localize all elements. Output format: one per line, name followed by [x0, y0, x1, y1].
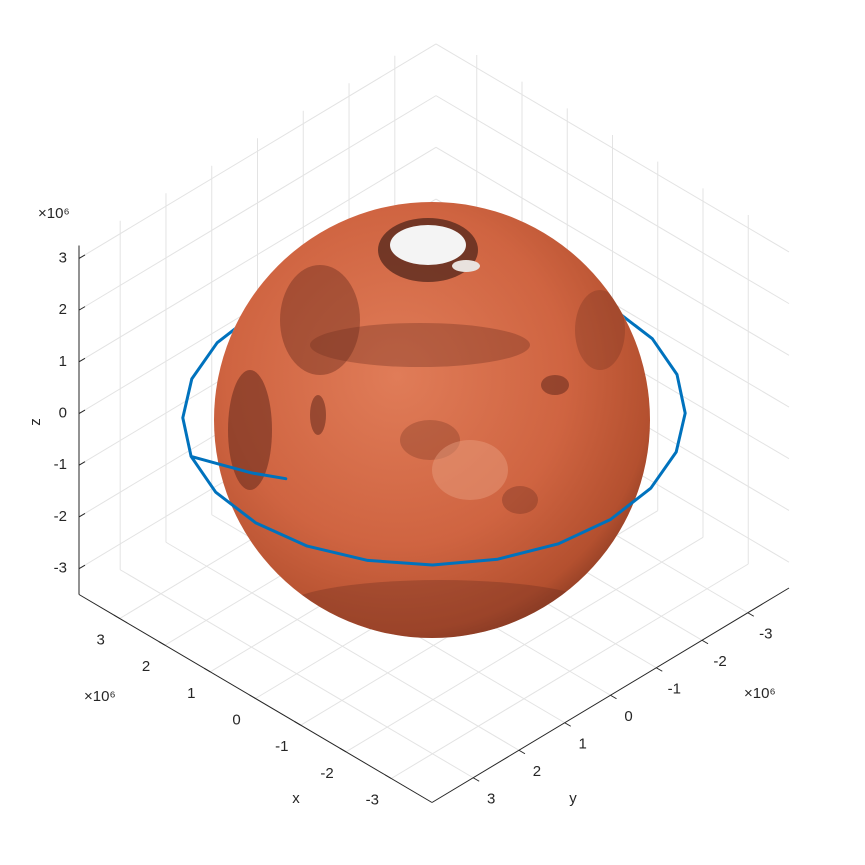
x-tick [339, 747, 347, 753]
z-tick [78, 564, 86, 570]
z-tick-label: 0 [59, 405, 67, 422]
grid-line [435, 43, 790, 253]
y-tick [610, 694, 617, 700]
y-tick [656, 667, 663, 672]
x-tick-label: 2 [142, 658, 150, 675]
z-axis-label: z [27, 418, 44, 426]
y-tick-label: 2 [533, 763, 541, 780]
x-tick-label: 1 [187, 685, 195, 702]
y-tick [747, 612, 755, 617]
y-tick-label: -3 [759, 626, 772, 643]
x-tick-label: 0 [232, 711, 240, 728]
x-tick [203, 667, 211, 673]
y-axis-label: y [569, 790, 577, 807]
grid-line [165, 541, 520, 751]
plot-area [181, 264, 687, 567]
y-tick [564, 722, 571, 727]
z-tick-label: 2 [59, 301, 67, 318]
y-tick-label: 0 [624, 708, 632, 725]
y-tick-label: 1 [579, 736, 587, 753]
z-tick [78, 461, 86, 466]
y-tick [701, 639, 709, 645]
grid-line [435, 95, 790, 305]
z-tick [78, 513, 86, 518]
z-tick-label: 1 [59, 353, 67, 370]
x-tick [385, 774, 392, 779]
x-tick [158, 641, 166, 646]
labels: x y z ×10⁶ ×10⁶ ×10⁶ -3 -2 -1 0 1 2 3 -3 -2 -1 0 1 2… [27, 205, 776, 809]
x-exponent-label: ×10⁶ [84, 688, 116, 705]
x-tick-label: -1 [275, 738, 288, 755]
grid-line [119, 569, 474, 779]
y-tick-label: -1 [668, 681, 681, 698]
z-tick-label: 3 [59, 249, 67, 266]
z-tick-label: -1 [54, 456, 67, 473]
grid-line [78, 146, 437, 363]
x-tick-label: -3 [366, 791, 379, 808]
y-tick [472, 777, 480, 782]
x-tick [113, 614, 120, 619]
z-exponent-label: ×10⁶ [38, 205, 70, 222]
z-tick [78, 409, 86, 414]
z-tick [78, 357, 86, 363]
z-tick [78, 306, 86, 311]
y-exponent-label: ×10⁶ [744, 685, 776, 702]
x-tick-label: -2 [320, 765, 333, 782]
x-tick-label: 3 [97, 631, 105, 648]
y-tick [518, 749, 526, 755]
grid-line [78, 95, 437, 311]
z-tick-label: -3 [54, 560, 67, 577]
axes [78, 245, 790, 803]
grid-line [78, 43, 437, 259]
grid-line [435, 146, 790, 356]
x-tick [294, 721, 302, 726]
orbit-line [181, 264, 687, 567]
y-tick-label: 3 [487, 791, 495, 808]
z-tick-label: -2 [54, 508, 67, 525]
x-axis-label: x [292, 790, 300, 807]
y-tick-label: -2 [713, 653, 726, 670]
x-tick [249, 694, 256, 699]
z-tick [78, 254, 86, 259]
